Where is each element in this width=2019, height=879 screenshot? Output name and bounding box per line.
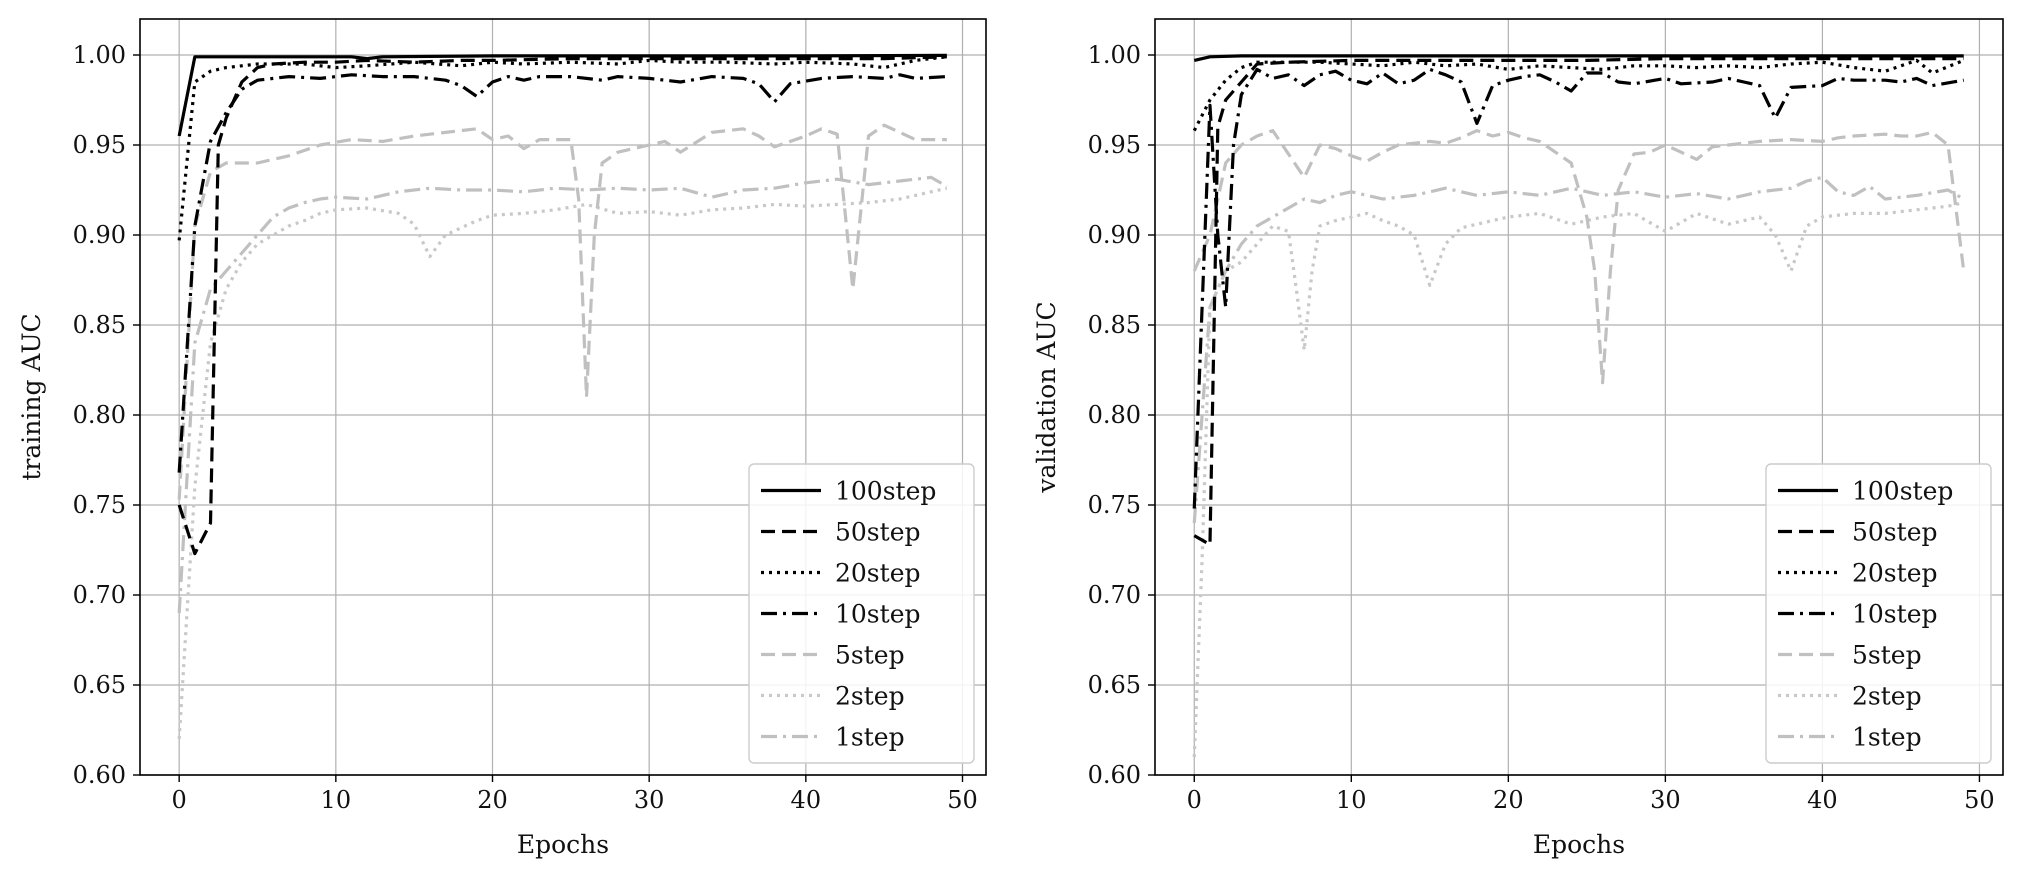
validation-y-tick-label: 0.60 — [1088, 761, 1141, 789]
validation-series-100step — [1193, 54, 1964, 62]
training-series-100step — [177, 53, 947, 137]
training-auc-chart: 0 10 20 30 40 50 0.60 0.65 0.70 0.75 0.80 0.85 0.90 0… — [17, 18, 987, 859]
training-y-tick-label: 1.00 — [73, 41, 126, 69]
validation-y-axis-title: validation AUC — [1032, 301, 1061, 493]
training-y-tick-label: 0.75 — [73, 491, 126, 519]
validation-auc-chart: 0 10 20 30 40 50 0.60 0.65 0.70 0.75 0.80 0.85 0.90 0… — [1032, 18, 2004, 859]
training-x-tick-label: 20 — [477, 786, 508, 814]
training-legend-box — [748, 463, 975, 764]
training-y-tick-label: 0.65 — [73, 671, 126, 699]
training-x-tick-label: 0 — [172, 786, 187, 814]
training-legend-label-20step: 20step — [835, 559, 921, 588]
validation-legend-label-50step: 50step — [1852, 518, 1938, 547]
validation-legend-label-2step: 2step — [1852, 682, 1922, 711]
validation-series-1step — [1192, 175, 1965, 524]
training-legend-label-10step: 10step — [835, 600, 921, 629]
validation-y-tick-label: 0.90 — [1088, 221, 1141, 249]
validation-y-tick-label: 0.65 — [1088, 671, 1141, 699]
validation-x-axis-title: Epochs — [1533, 830, 1625, 859]
training-legend-label-2step: 2step — [835, 682, 905, 711]
validation-legend-label-10step: 10step — [1852, 600, 1938, 629]
training-y-tick-label: 0.60 — [73, 761, 126, 789]
validation-legend: 100step 50step 20step 10step 5step 2step 1step — [1765, 463, 1992, 764]
training-y-tick-label: 0.90 — [73, 221, 126, 249]
validation-series-10step — [1192, 67, 1965, 509]
training-y-axis-title: training AUC — [17, 313, 46, 480]
validation-x-tick-label: 20 — [1493, 786, 1524, 814]
training-x-tick-label: 50 — [947, 786, 978, 814]
training-legend-label-50step: 50step — [835, 518, 921, 547]
training-series-5step — [177, 123, 947, 500]
validation-y-tick-label: 0.70 — [1088, 581, 1141, 609]
validation-x-tick-label: 40 — [1807, 786, 1838, 814]
validation-x-tick-label: 50 — [1964, 786, 1995, 814]
validation-y-tick-label: 0.95 — [1088, 131, 1141, 159]
validation-plot-frame — [1154, 18, 2004, 776]
training-y-tick-label: 0.85 — [73, 311, 126, 339]
validation-series-5step — [1192, 129, 1966, 385]
validation-y-tick-label: 0.75 — [1088, 491, 1141, 519]
training-y-tick-label: 0.95 — [73, 131, 126, 159]
training-legend-label-5step: 5step — [835, 641, 905, 670]
training-series-1step — [177, 175, 948, 614]
validation-x-tick-label: 30 — [1650, 786, 1681, 814]
validation-x-tick-label: 10 — [1336, 786, 1367, 814]
validation-legend-label-20step: 20step — [1852, 559, 1938, 588]
validation-legend-box — [1765, 463, 1992, 764]
training-legend: 100step 50step 20step 10step 5step 2step 1step — [748, 463, 975, 764]
training-x-tick-label: 10 — [321, 786, 352, 814]
validation-series-group — [1192, 54, 1966, 758]
training-legend-label-100step: 100step — [835, 477, 936, 506]
training-x-tick-label: 30 — [634, 786, 665, 814]
training-series-group — [177, 53, 948, 740]
training-x-axis-title: Epochs — [517, 830, 609, 859]
training-y-tick-label: 0.80 — [73, 401, 126, 429]
validation-axis-ticks: 0 10 20 30 40 50 0.60 0.65 0.70 0.75 0.80 0.85 0.90 0… — [1088, 41, 1995, 814]
validation-y-tick-label: 0.85 — [1088, 311, 1141, 339]
validation-legend-label-1step: 1step — [1852, 723, 1922, 752]
validation-x-tick-label: 0 — [1187, 786, 1202, 814]
validation-y-tick-label: 0.80 — [1088, 401, 1141, 429]
training-series-50step — [177, 55, 947, 556]
training-axis-ticks: 0 10 20 30 40 50 0.60 0.65 0.70 0.75 0.80 0.85 0.90 0… — [73, 41, 978, 814]
validation-legend-label-100step: 100step — [1852, 477, 1953, 506]
validation-series-50step — [1193, 57, 1964, 547]
validation-legend-label-5step: 5step — [1852, 641, 1922, 670]
training-legend-label-1step: 1step — [835, 723, 905, 752]
validation-y-tick-label: 1.00 — [1088, 41, 1141, 69]
training-grid — [140, 19, 986, 776]
training-series-10step — [177, 73, 947, 473]
training-y-tick-label: 0.70 — [73, 581, 126, 609]
training-plot-frame — [139, 18, 987, 776]
training-x-tick-label: 40 — [791, 786, 822, 814]
